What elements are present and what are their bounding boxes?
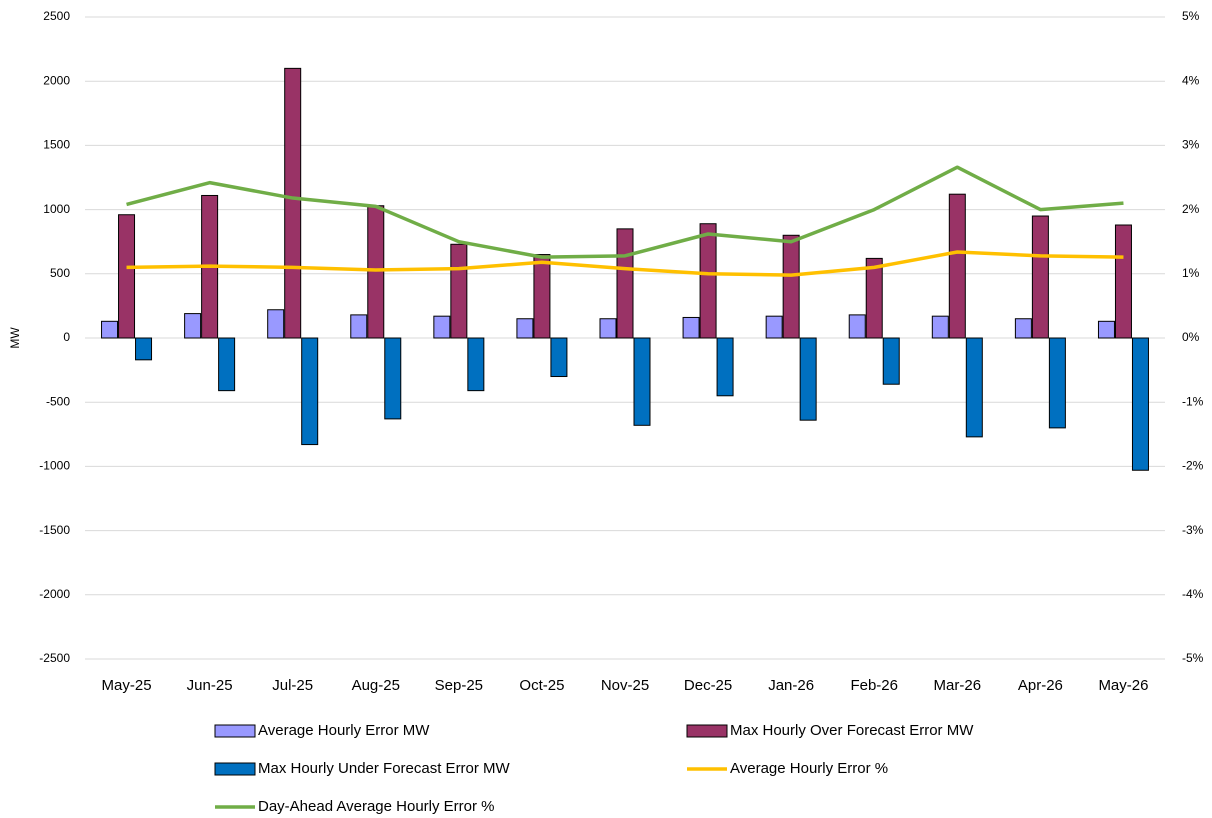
y2-tick-label: 4% (1182, 73, 1200, 87)
y2-tick-label: 5% (1182, 9, 1200, 23)
y-tick-label: -2000 (39, 587, 70, 601)
y2-tick-label: 0% (1182, 330, 1200, 344)
x-tick-label: Nov-25 (601, 677, 649, 694)
bar (633, 337, 651, 426)
bar (218, 337, 236, 392)
bar (1131, 337, 1149, 471)
bar (384, 337, 402, 420)
bar (1114, 224, 1132, 339)
x-tick-label: Oct-25 (519, 677, 564, 694)
bar (118, 214, 136, 339)
bar (1048, 337, 1066, 429)
legend-label: Average Hourly Error % (730, 760, 888, 777)
x-tick-label: Mar-26 (934, 677, 982, 694)
x-tick-label: Dec-25 (684, 677, 732, 694)
y-tick-label: 1000 (43, 202, 70, 216)
x-tick-label: Feb-26 (850, 677, 898, 694)
bar (1014, 318, 1032, 339)
y2-tick-label: -1% (1182, 394, 1204, 408)
line (126, 165, 1124, 259)
bar (301, 337, 319, 446)
y-tick-label: 2500 (43, 9, 70, 23)
y-tick-label: 500 (50, 266, 70, 280)
bar (350, 314, 368, 339)
y-axis-label: MW (8, 327, 22, 349)
bar (931, 315, 949, 339)
y2-tick-label: -5% (1182, 651, 1204, 665)
bar (433, 315, 451, 339)
legend-label: Average Hourly Error MW (258, 722, 430, 739)
bar (616, 228, 634, 339)
y-tick-label: -1000 (39, 459, 70, 473)
bar (882, 337, 900, 385)
y-tick-label: 0 (63, 330, 70, 344)
y-tick-label: -2500 (39, 651, 70, 665)
y2-tick-label: 1% (1182, 266, 1200, 280)
y-tick-label: -500 (46, 394, 70, 408)
bar (516, 318, 534, 339)
bar (599, 318, 617, 339)
bar (765, 315, 783, 339)
bar (799, 337, 817, 421)
bar (367, 205, 385, 339)
bar (865, 257, 883, 339)
bar (1097, 320, 1115, 339)
x-tick-label: May-25 (102, 677, 152, 694)
bar (533, 254, 551, 339)
legend-label: Max Hourly Under Forecast Error MW (258, 760, 511, 777)
bar (135, 337, 153, 361)
y-tick-label: -1500 (39, 523, 70, 537)
y2-tick-label: -4% (1182, 587, 1204, 601)
y2-tick-label: -2% (1182, 459, 1204, 473)
bar (450, 243, 468, 339)
line (126, 250, 1124, 277)
y-tick-label: 1500 (43, 138, 70, 152)
bar (101, 320, 119, 339)
y2-tick-label: 3% (1182, 138, 1200, 152)
bar (682, 316, 700, 339)
y2-tick-label: -3% (1182, 523, 1204, 537)
bar (848, 314, 866, 339)
bar (782, 234, 800, 339)
bar (550, 337, 568, 378)
legend-label: Day-Ahead Average Hourly Error % (258, 798, 495, 815)
y-tick-label: 2000 (43, 73, 70, 87)
legend-swatch (214, 724, 256, 738)
bar (184, 313, 202, 339)
bar (965, 337, 983, 438)
y2-tick-label: 2% (1182, 202, 1200, 216)
x-tick-label: Apr-26 (1018, 677, 1063, 694)
bar (284, 67, 302, 339)
bar (699, 223, 717, 339)
bar (467, 337, 485, 392)
x-tick-label: Jul-25 (272, 677, 313, 694)
x-tick-label: Jan-26 (768, 677, 814, 694)
legend-swatch (686, 724, 728, 738)
x-tick-label: Sep-25 (435, 677, 483, 694)
bar (267, 309, 285, 339)
x-tick-label: Aug-25 (352, 677, 400, 694)
x-tick-label: May-26 (1098, 677, 1148, 694)
bar (1031, 215, 1049, 339)
bar (948, 193, 966, 339)
bar (716, 337, 734, 397)
legend-label: Max Hourly Over Forecast Error MW (730, 722, 974, 739)
x-tick-label: Jun-25 (187, 677, 233, 694)
legend-swatch (214, 762, 256, 776)
